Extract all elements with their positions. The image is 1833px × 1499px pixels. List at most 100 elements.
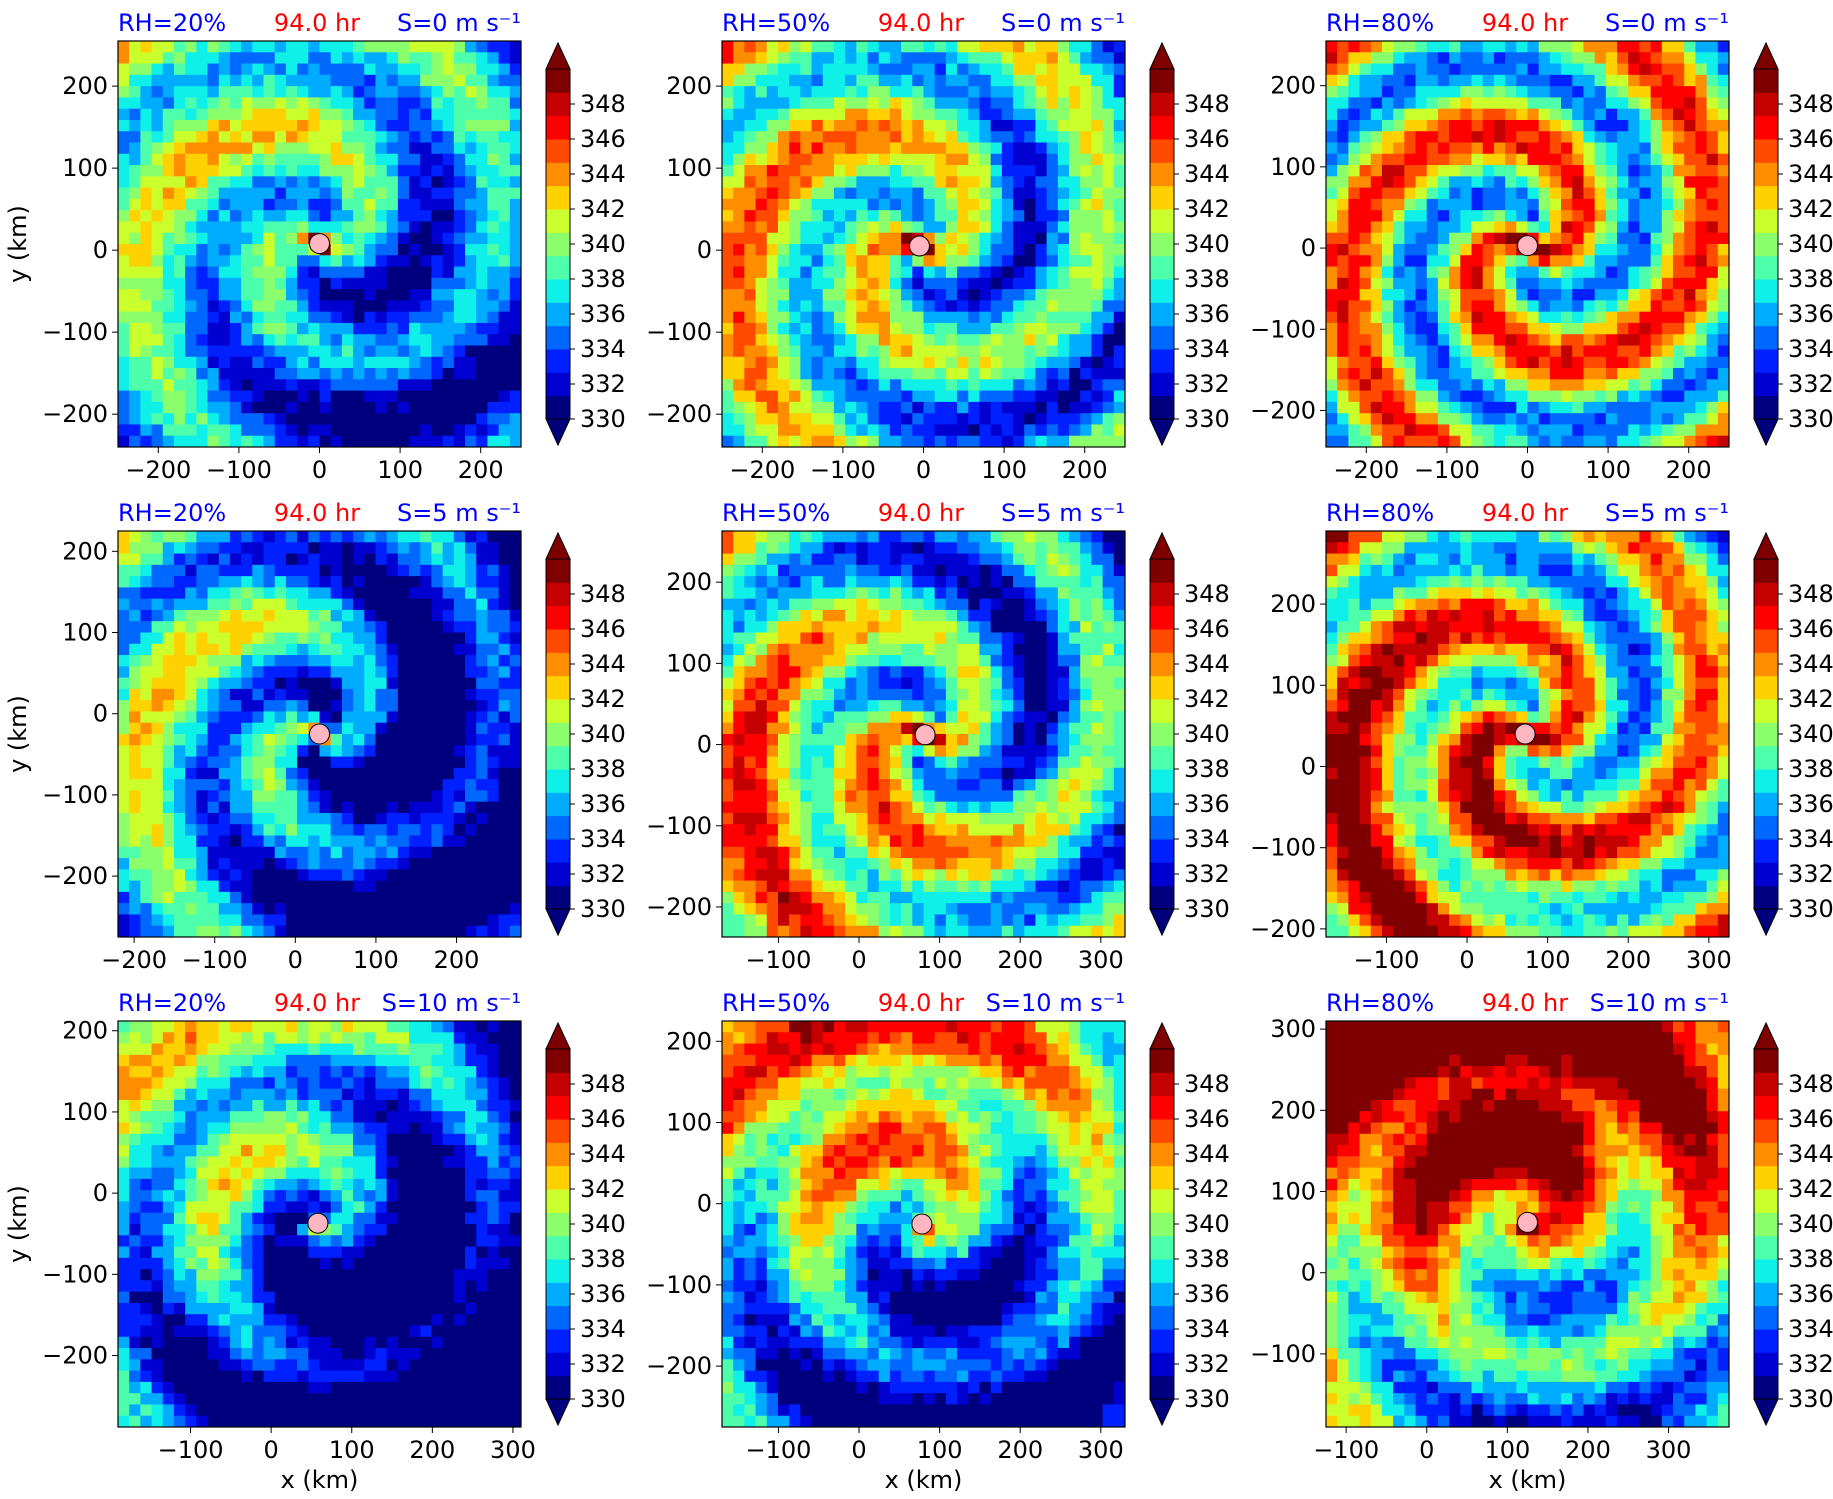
colorbar: 330 332 334 336 338 340 342 344 346 348 — [545, 531, 626, 937]
colorbar-bin — [1150, 1259, 1174, 1283]
colorbar-tick-label: 348 — [580, 90, 626, 118]
colorbar-bin — [1150, 722, 1174, 747]
y-tick-label: −100 — [1250, 834, 1316, 862]
theta-e-field — [118, 531, 521, 937]
colorbar-tick-label: 346 — [580, 615, 626, 643]
colorbar-tick-label: 334 — [1184, 335, 1230, 363]
colorbar-bin — [1754, 1072, 1778, 1097]
x-tick-label: 200 — [997, 946, 1043, 974]
colorbar-bin — [1150, 69, 1174, 93]
colorbar-tick-label: 344 — [1184, 1140, 1230, 1168]
colorbar-bin — [1754, 69, 1778, 93]
colorbar-bin — [1150, 185, 1174, 210]
colorbar-bin — [1754, 302, 1778, 327]
title-rh: RH=20% — [118, 499, 226, 527]
colorbar-bin — [546, 162, 570, 187]
colorbar-bin — [1150, 1142, 1174, 1167]
colorbar-tick-label: 336 — [1184, 790, 1230, 818]
colorbar-bin — [1150, 1049, 1174, 1073]
colorbar-tick-label: 342 — [1184, 195, 1230, 223]
colorbar-bin — [546, 372, 570, 397]
x-tick-label: 100 — [1525, 946, 1571, 974]
colorbar-tick-label: 330 — [1788, 895, 1833, 923]
colorbar-bin — [546, 1282, 570, 1307]
colorbar-bin — [546, 1189, 570, 1213]
colorbar-tick-label: 334 — [580, 335, 626, 363]
colorbar-tick-label: 338 — [580, 755, 626, 783]
title-rh: RH=80% — [1326, 9, 1434, 37]
colorbar: 330 332 334 336 338 340 342 344 346 348 — [1149, 41, 1230, 447]
y-tick-label: 100 — [1270, 1178, 1316, 1206]
colorbar-extend-min — [1149, 1398, 1175, 1427]
colorbar-bin — [1754, 92, 1778, 117]
colorbar-tick-label: 344 — [580, 160, 626, 188]
colorbar-tick-label: 344 — [1184, 160, 1230, 188]
colorbar-bin — [1150, 92, 1174, 117]
x-tick-label: 100 — [353, 946, 399, 974]
colorbar-bin — [1754, 1259, 1778, 1283]
y-tick-label: 200 — [62, 72, 108, 100]
x-tick-label: 0 — [1520, 456, 1535, 484]
colorbar-tick-label: 346 — [1788, 125, 1833, 153]
colorbar-bin — [546, 815, 570, 840]
colorbar-bin — [1150, 559, 1174, 583]
colorbar-bin — [1150, 605, 1174, 630]
x-tick-label: 200 — [997, 1436, 1043, 1464]
x-tick-label: 0 — [312, 456, 327, 484]
x-tick-label: −100 — [1313, 1436, 1379, 1464]
y-tick-label: 100 — [666, 649, 712, 677]
theta-e-field — [722, 531, 1125, 937]
colorbar-bin — [1150, 792, 1174, 817]
x-tick-label: −100 — [206, 456, 272, 484]
colorbar-tick-label: 330 — [1788, 1385, 1833, 1413]
title-shear: S=5 m s⁻¹ — [1605, 499, 1729, 527]
colorbar-bin — [1754, 675, 1778, 700]
colorbar-bin — [1754, 325, 1778, 350]
colorbar-tick-label: 332 — [580, 1350, 626, 1378]
colorbar-tick-label: 334 — [1184, 1315, 1230, 1343]
x-tick-label: −100 — [810, 456, 876, 484]
colorbar-bin — [1150, 1282, 1174, 1307]
colorbar: 330 332 334 336 338 340 342 344 346 348 — [545, 1021, 626, 1427]
panel-9: −100 0 100 200 300 −100 0 100 200 300 RH=80% 94.0 h… — [1250, 989, 1833, 1494]
colorbar-tick-label: 340 — [1788, 720, 1833, 748]
colorbar-tick-label: 330 — [1184, 1385, 1230, 1413]
colorbar-bin — [1150, 862, 1174, 887]
y-tick-label: 200 — [666, 1027, 712, 1055]
colorbar-bin — [1150, 652, 1174, 677]
colorbar-tick-label: 338 — [1788, 755, 1833, 783]
colorbar-tick-label: 330 — [1788, 405, 1833, 433]
colorbar-bin — [546, 1305, 570, 1330]
colorbar-tick-label: 340 — [580, 720, 626, 748]
panel-4: −200 −100 0 100 200 −200 −100 0 100 200 RH=20% 94.0… — [4, 499, 626, 974]
colorbar-bin — [546, 185, 570, 210]
x-tick-label: −200 — [729, 456, 795, 484]
colorbar-bin — [1754, 1282, 1778, 1307]
colorbar: 330 332 334 336 338 340 342 344 346 348 — [1149, 1021, 1230, 1427]
colorbar-bin — [1150, 1119, 1174, 1143]
x-tick-label: 200 — [1565, 1436, 1611, 1464]
colorbar-tick-label: 340 — [1184, 1210, 1230, 1238]
colorbar-bin — [1754, 559, 1778, 583]
title-rh: RH=20% — [118, 989, 226, 1017]
axes-frame — [1325, 1020, 1730, 1428]
y-tick-label: 100 — [62, 1098, 108, 1126]
colorbar-tick-label: 332 — [1788, 860, 1833, 888]
x-tick-label: 200 — [409, 1436, 455, 1464]
y-tick-label: −100 — [1250, 1340, 1316, 1368]
y-tick-label: −100 — [646, 1271, 712, 1299]
colorbar-bin — [1754, 629, 1778, 653]
colorbar-tick-label: 330 — [580, 895, 626, 923]
colorbar-tick-label: 342 — [1788, 1175, 1833, 1203]
colorbar-bin — [546, 279, 570, 303]
y-tick-label: 0 — [697, 731, 712, 759]
colorbar-bin — [1754, 1375, 1778, 1400]
x-tick-label: 0 — [851, 1436, 866, 1464]
colorbar-extend-min — [1753, 418, 1779, 447]
title-time: 94.0 hr — [1482, 989, 1568, 1017]
colorbar-tick-label: 336 — [1788, 790, 1833, 818]
colorbar-tick-label: 348 — [1788, 90, 1833, 118]
x-tick-label: −200 — [125, 456, 191, 484]
colorbar-extend-max — [1149, 531, 1175, 560]
y-tick-label: 100 — [1270, 153, 1316, 181]
